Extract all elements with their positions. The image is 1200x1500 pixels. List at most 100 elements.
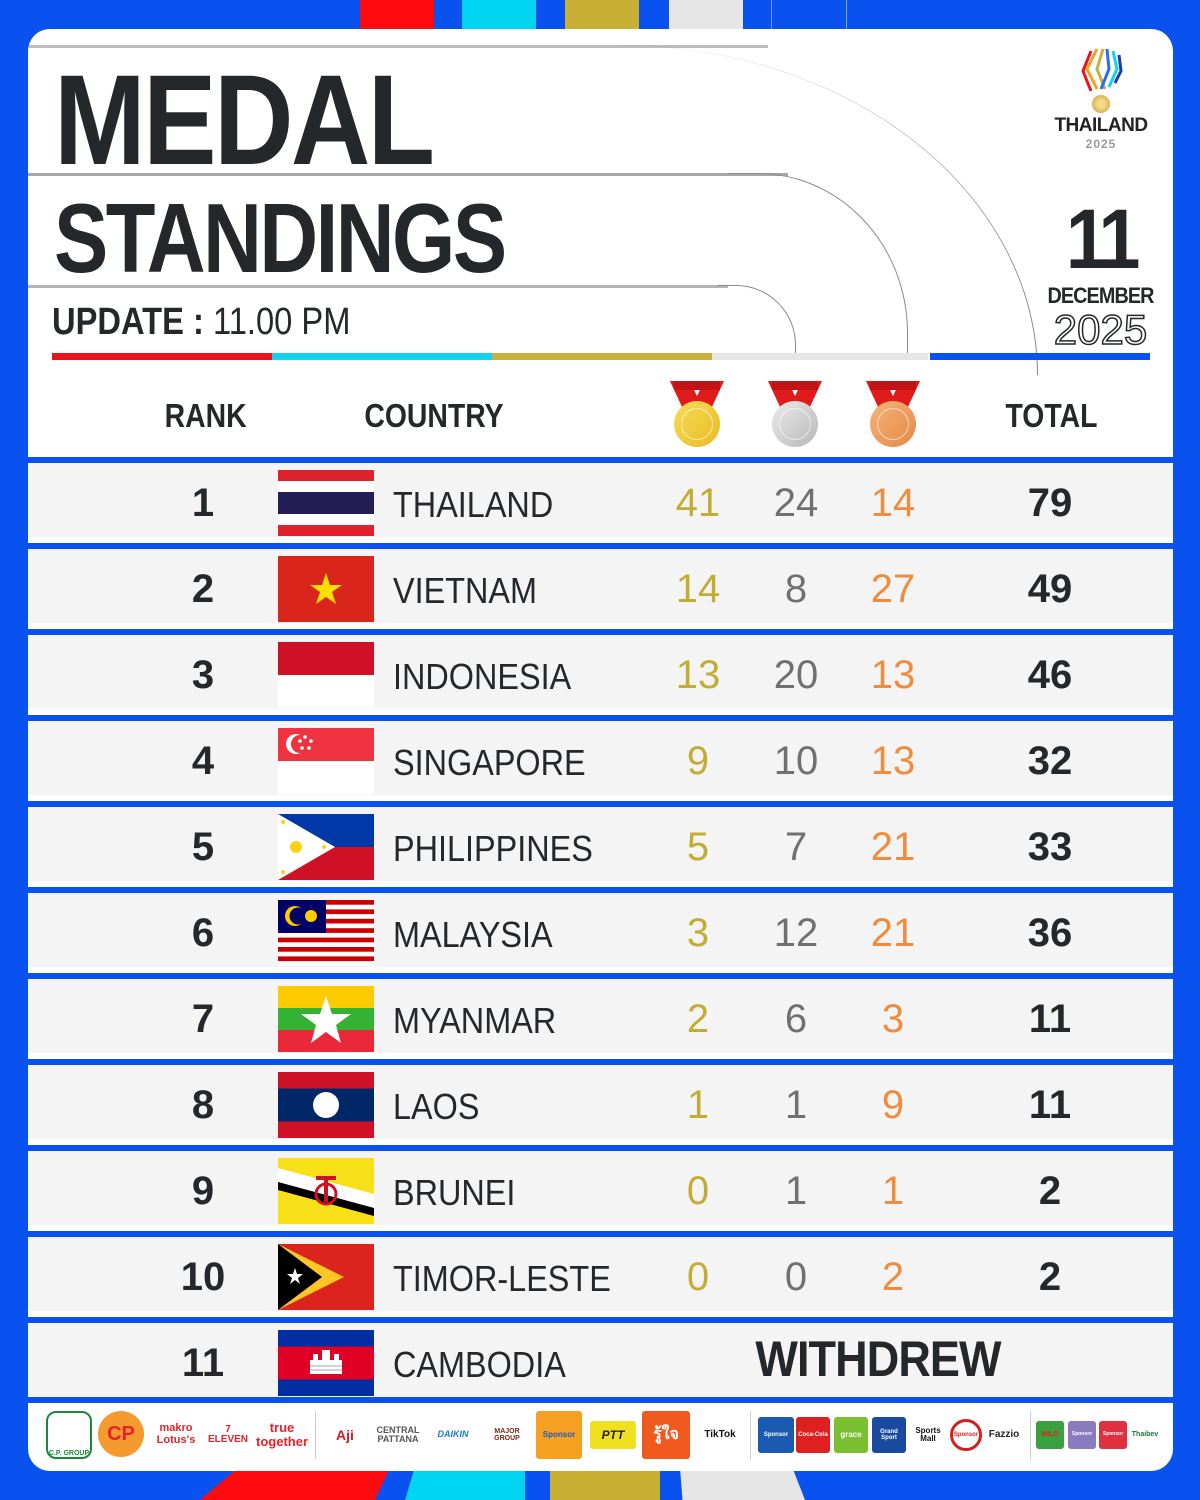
sponsor-divider [750, 1411, 751, 1459]
withdrew-status: WITHDREW [755, 1331, 1001, 1387]
country-name: PHILIPPINES [393, 828, 593, 869]
silver-count: 1 [784, 1169, 808, 1213]
sponsor-logo: CENTRAL PATTANA [376, 1424, 420, 1444]
total-count: 79 [1027, 481, 1073, 525]
country-name: CAMBODIA [393, 1344, 566, 1385]
event-logo: THAILAND 2025 [1046, 47, 1156, 151]
top-strip-gold [565, 0, 639, 32]
rank: 6 [191, 911, 215, 955]
total-count: 2 [1038, 1169, 1062, 1213]
rank: 4 [191, 739, 215, 783]
date-month: DECEMBER [1047, 283, 1154, 308]
background-line [771, 0, 772, 30]
bottom-strip-red [200, 1468, 390, 1500]
total-count: 11 [1028, 997, 1072, 1041]
rank: 3 [191, 653, 215, 697]
sponsor-logo: Sponsor [758, 1417, 794, 1453]
gold-count: 13 [675, 653, 721, 697]
table-row: 3 INDONESIA 13 20 13 46 [28, 629, 1173, 709]
country-name: TIMOR-LESTE [393, 1258, 611, 1299]
silver-count: 10 [773, 739, 819, 783]
rank: 9 [191, 1169, 215, 1213]
sponsor-divider [315, 1411, 316, 1459]
bronze-count: 9 [881, 1083, 905, 1127]
event-logo-mark-icon [1077, 47, 1125, 93]
bronze-medal-icon [864, 381, 922, 449]
bottom-strip-gold [550, 1468, 660, 1500]
silver-count: 0 [784, 1255, 808, 1299]
table-row: 10 TIMOR-LESTE 0 0 2 2 [28, 1231, 1173, 1311]
bronze-count: 14 [870, 481, 916, 525]
column-header-rank: RANK [164, 397, 247, 434]
sponsor-logo: Coca-Cola [796, 1417, 830, 1453]
sponsor-logo: Sponsor [1068, 1421, 1096, 1449]
indonesia-flag-icon [278, 642, 374, 708]
sponsor-logo: grace [834, 1417, 868, 1453]
silver-count: 7 [784, 825, 808, 869]
rank: 2 [191, 567, 215, 611]
event-logo-year: 2025 [1085, 137, 1117, 151]
country-name: MALAYSIA [393, 914, 553, 955]
sponsor-logo: Grand Sport [872, 1417, 906, 1453]
gold-count: 41 [675, 481, 721, 525]
rank: 8 [191, 1083, 215, 1127]
bronze-count: 1 [881, 1169, 905, 1213]
page-title-line1: MEDAL [54, 49, 435, 192]
gold-count: 5 [686, 825, 710, 869]
bronze-count: 21 [870, 911, 916, 955]
date-block: 11 DECEMBER 2025 [1038, 197, 1163, 351]
bronze-count: 21 [870, 825, 916, 869]
laos-flag-icon [278, 1072, 374, 1138]
bottom-strip-grey [680, 1468, 805, 1500]
table-row: 11 CAMBODIA WITHDREW [28, 1317, 1173, 1403]
color-bar-blue [930, 353, 1150, 360]
bronze-count: 3 [881, 997, 905, 1041]
table-row: 8 LAOS 1 1 9 11 [28, 1059, 1173, 1139]
color-bar-grey [712, 353, 928, 360]
total-count: 11 [1028, 1083, 1072, 1127]
table-row: 6 MALAYSIA 3 12 21 36 [28, 887, 1173, 967]
sponsor-logo: Thaibev [1131, 1431, 1159, 1439]
total-count: 36 [1027, 911, 1073, 955]
color-bar-cyan [272, 353, 492, 360]
silver-count: 8 [784, 567, 808, 611]
country-name: THAILAND [393, 484, 554, 525]
myanmar-flag-icon [278, 986, 374, 1052]
malaysia-flag-icon [278, 900, 374, 966]
brunei-flag-icon [278, 1158, 374, 1224]
color-bar-gold [492, 353, 712, 360]
cambodia-flag-icon [278, 1330, 374, 1396]
sponsor-logo: Sponsor [536, 1411, 582, 1459]
sponsor-logo: DAIKIN [437, 1429, 469, 1440]
bottom-strip-cyan [405, 1468, 525, 1500]
country-name: BRUNEI [393, 1172, 516, 1213]
background-line [846, 0, 847, 30]
update-value: 11.00 PM [212, 301, 351, 343]
sponsor-logo: Sports Mall [915, 1425, 941, 1443]
thailand-flag-icon [278, 470, 374, 536]
silver-medal-icon [766, 381, 824, 449]
total-count: 33 [1027, 825, 1073, 869]
update-label: UPDATE : [52, 301, 204, 343]
rank: 11 [181, 1341, 225, 1385]
bronze-count: 27 [870, 567, 916, 611]
sponsor-logo: C.P. GROUP [46, 1411, 92, 1459]
total-count: 49 [1027, 567, 1073, 611]
sponsor-logo: CP [98, 1411, 144, 1457]
sponsor-logo: Sponsor [950, 1419, 982, 1451]
column-header-country: COUNTRY [364, 397, 504, 434]
timor-leste-flag-icon [278, 1244, 374, 1310]
table-row: 7 MYANMAR 2 6 3 11 [28, 973, 1173, 1053]
sponsor-logo: Aji [336, 1426, 354, 1443]
table-row: 1 THAILAND 41 24 14 79 [28, 457, 1173, 537]
table-row: 4 SINGAPORE 9 10 13 32 [28, 715, 1173, 795]
vietnam-flag-icon [278, 556, 374, 622]
philippines-flag-icon [278, 814, 374, 880]
table-header: RANK COUNTRY TOTAL [28, 379, 1173, 457]
sponsor-logo: PTT [590, 1421, 636, 1449]
top-strip-cyan [462, 0, 536, 32]
date-year: 2025 [1053, 306, 1148, 353]
page-title-line2: STANDINGS [54, 183, 507, 293]
event-logo-name: THAILAND [1054, 115, 1148, 136]
gold-count: 2 [686, 997, 710, 1041]
